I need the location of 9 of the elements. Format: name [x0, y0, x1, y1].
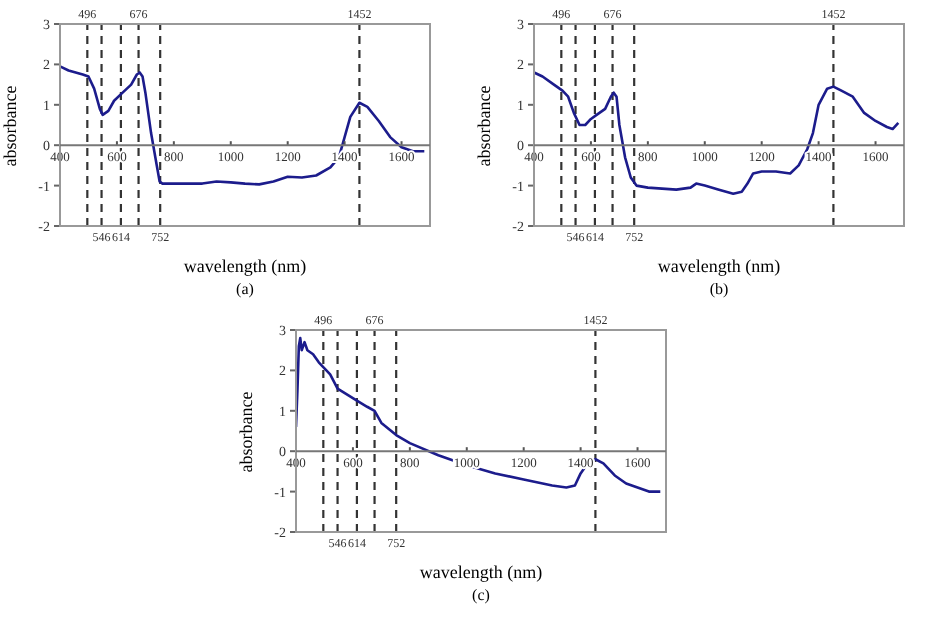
x-axis-title: wavelength (nm) — [181, 256, 309, 276]
y-axis-title: absorbance — [474, 84, 495, 166]
text: (b) — [707, 280, 731, 298]
x-axis-title: wavelength (nm) — [417, 562, 545, 582]
y-axis-title: absorbance — [236, 390, 257, 472]
text: (a) — [234, 280, 256, 298]
text: (c) — [470, 586, 492, 604]
x-axis-title: wavelength (nm) — [655, 256, 783, 276]
y-axis-title: absorbance — [0, 84, 21, 166]
